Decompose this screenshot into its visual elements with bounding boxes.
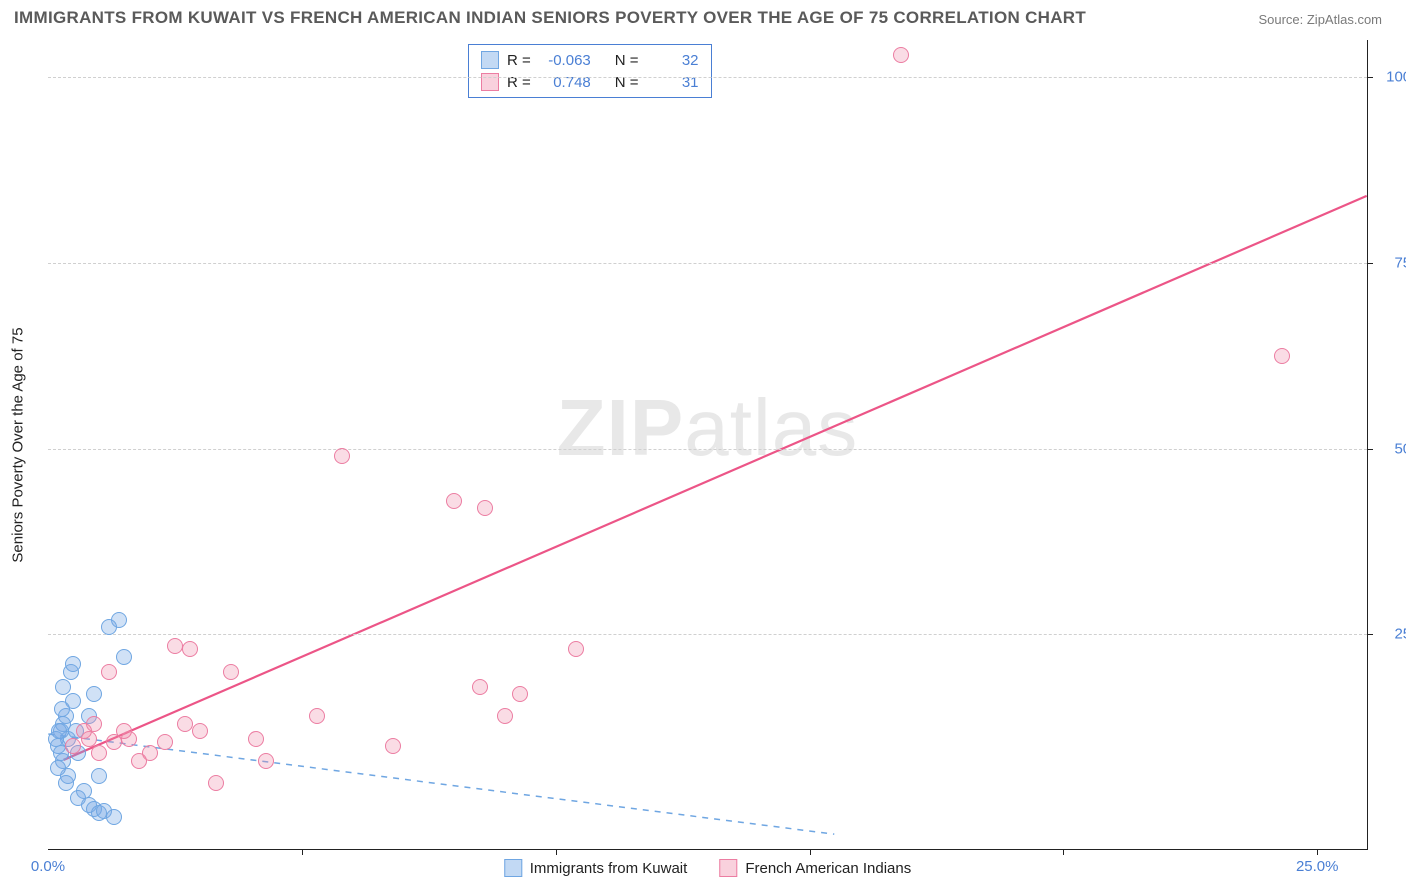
data-point [91, 745, 107, 761]
data-point [497, 708, 513, 724]
data-point [157, 734, 173, 750]
r-value-kuwait: -0.063 [539, 52, 591, 69]
data-point [65, 738, 81, 754]
data-point [86, 686, 102, 702]
r-value-french: 0.748 [539, 74, 591, 91]
watermark-atlas: atlas [684, 383, 858, 472]
legend-label: Immigrants from Kuwait [530, 860, 688, 877]
trend-lines [48, 40, 1367, 849]
n-label: N = [615, 74, 639, 91]
data-point [167, 638, 183, 654]
data-point [91, 768, 107, 784]
data-point [101, 619, 117, 635]
legend-swatch-french [481, 73, 499, 91]
y-tick-label: 75.0% [1377, 254, 1406, 271]
n-label: N = [615, 52, 639, 69]
data-point [385, 738, 401, 754]
data-point [258, 753, 274, 769]
source-attribution: Source: ZipAtlas.com [1258, 12, 1382, 27]
n-value-kuwait: 32 [647, 52, 699, 69]
data-point [248, 731, 264, 747]
data-point [51, 723, 67, 739]
legend-item-french: French American Indians [719, 859, 911, 877]
scatter-chart: Seniors Poverty Over the Age of 75 ZIPat… [48, 40, 1368, 850]
data-point [309, 708, 325, 724]
legend-row-kuwait: R = -0.063 N = 32 [481, 49, 699, 71]
r-label: R = [507, 74, 531, 91]
legend-swatch-icon [719, 859, 737, 877]
data-point [101, 664, 117, 680]
data-point [512, 686, 528, 702]
data-point [334, 448, 350, 464]
data-point [208, 775, 224, 791]
data-point [477, 500, 493, 516]
chart-title: IMMIGRANTS FROM KUWAIT VS FRENCH AMERICA… [14, 8, 1086, 28]
data-point [177, 716, 193, 732]
legend-row-french: R = 0.748 N = 31 [481, 71, 699, 93]
x-tick-label: 0.0% [31, 858, 65, 875]
x-tick-label: 25.0% [1296, 858, 1339, 875]
data-point [446, 493, 462, 509]
data-point [106, 809, 122, 825]
data-point [70, 790, 86, 806]
series-legend: Immigrants from Kuwait French American I… [504, 859, 911, 877]
data-point [893, 47, 909, 63]
data-point [55, 679, 71, 695]
legend-item-kuwait: Immigrants from Kuwait [504, 859, 688, 877]
data-point [131, 753, 147, 769]
legend-swatch-kuwait [481, 51, 499, 69]
data-point [116, 649, 132, 665]
y-tick-label: 100.0% [1377, 69, 1406, 86]
data-point [54, 701, 70, 717]
data-point [50, 760, 66, 776]
watermark-zip: ZIP [557, 383, 684, 472]
data-point [182, 641, 198, 657]
y-axis-label: Seniors Poverty Over the Age of 75 [10, 327, 27, 562]
r-label: R = [507, 52, 531, 69]
watermark: ZIPatlas [557, 382, 858, 474]
data-point [192, 723, 208, 739]
data-point [76, 723, 92, 739]
data-point [1274, 348, 1290, 364]
n-value-french: 31 [647, 74, 699, 91]
legend-swatch-icon [504, 859, 522, 877]
plot-area: ZIPatlas R = -0.063 N = 32 R = 0.748 N =… [48, 40, 1368, 850]
data-point [223, 664, 239, 680]
data-point [568, 641, 584, 657]
legend-label: French American Indians [745, 860, 911, 877]
data-point [472, 679, 488, 695]
data-point [116, 723, 132, 739]
correlation-legend: R = -0.063 N = 32 R = 0.748 N = 31 [468, 44, 712, 98]
data-point [58, 775, 74, 791]
y-tick-label: 25.0% [1377, 626, 1406, 643]
data-point [65, 656, 81, 672]
y-tick-label: 50.0% [1377, 440, 1406, 457]
